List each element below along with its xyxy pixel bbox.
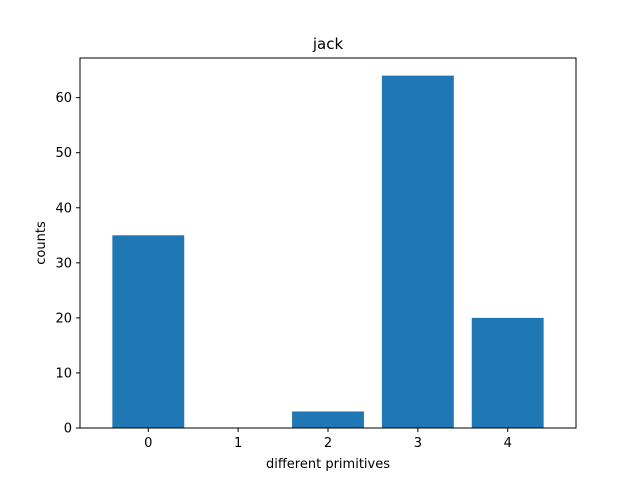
bars-layer [112,75,544,428]
y-tick-label: 10 [55,366,72,381]
y-tick-label: 40 [55,201,72,216]
y-tick-label: 30 [55,256,72,271]
y-axis-label: counts [34,221,49,265]
bar-4 [471,317,544,428]
bar-3 [381,75,454,428]
x-tick-label: 4 [504,436,512,451]
y-tick-label: 50 [55,146,72,161]
x-axis-label: different primitives [266,457,390,472]
chart-title: jack [312,35,344,53]
x-tick-label: 1 [234,436,242,451]
y-tick-label: 60 [55,91,72,106]
x-tick-label: 3 [414,436,422,451]
y-tick-label: 20 [55,311,72,326]
y-tick-label: 0 [64,422,72,437]
bar-2 [292,411,364,428]
x-tick-label: 2 [324,436,332,451]
y-axis: 0 10 20 30 40 50 60 [55,91,80,437]
x-tick-label: 0 [144,436,152,451]
bar-0 [112,235,185,428]
x-axis: 0 1 2 3 4 [144,428,512,451]
